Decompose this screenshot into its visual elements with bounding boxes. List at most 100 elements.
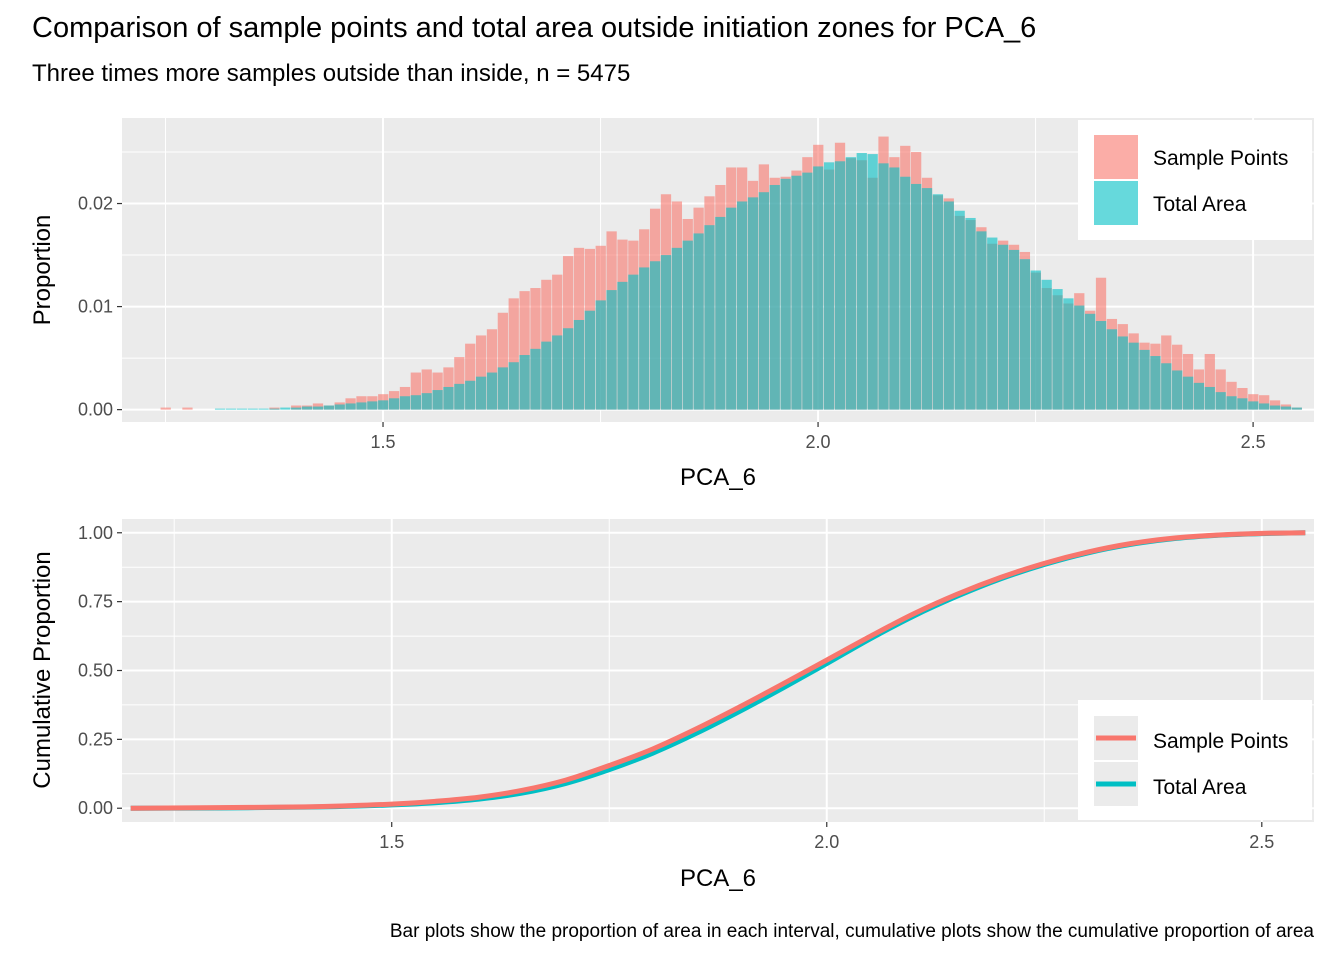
bar-total-area [247, 408, 258, 410]
bar-total-area [1139, 349, 1150, 410]
bar-sample-points [486, 329, 498, 410]
bar-total-area [1095, 321, 1107, 410]
bar-total-area [1106, 329, 1118, 410]
bar-total-area [410, 395, 421, 410]
bar-total-area [399, 396, 411, 410]
bar-total-area [258, 408, 269, 410]
bar-total-area [584, 310, 596, 410]
bar-total-area [758, 192, 770, 410]
cumulative-lines [130, 530, 1306, 811]
bar-total-area [1074, 305, 1085, 410]
bar-total-area [541, 341, 552, 410]
x-tick-label: 2.0 [814, 832, 839, 852]
bar-total-area [1215, 392, 1226, 410]
bar-total-area [497, 367, 508, 410]
legend-swatch-sample-points [1094, 135, 1138, 179]
histogram-legend: Sample Points Total Area [1078, 120, 1312, 240]
bar-sample-points [508, 298, 519, 410]
bar-sample-points [454, 357, 465, 410]
bar-total-area [291, 407, 302, 410]
bar-total-area [1280, 406, 1292, 410]
bar-total-area [1291, 407, 1302, 410]
bar-total-area [617, 281, 628, 410]
bar-total-area [791, 175, 802, 410]
histogram-x-axis-title: PCA_6 [680, 464, 756, 491]
bar-total-area [1085, 313, 1096, 410]
cumulative-x-axis-title: PCA_6 [680, 865, 756, 892]
bar-total-area [1041, 279, 1052, 410]
y-tick-label: 0.02 [78, 194, 113, 214]
bar-total-area [628, 274, 639, 410]
bar-total-area [780, 178, 791, 410]
x-tick-label: 1.5 [371, 432, 396, 452]
bar-total-area [356, 402, 367, 410]
bar-total-area [475, 376, 487, 410]
bar-total-area [301, 406, 313, 410]
bar-total-area [595, 300, 606, 410]
bar-total-area [1063, 298, 1074, 410]
bar-total-area [1161, 363, 1172, 410]
bar-total-area [813, 166, 824, 410]
bar-total-area [1193, 382, 1205, 410]
bar-total-area [715, 216, 726, 410]
bar-total-area [1248, 401, 1259, 410]
bar-total-area [225, 408, 237, 410]
bar-sample-points [410, 372, 421, 410]
bar-total-area [388, 398, 400, 410]
bar-total-area [312, 406, 324, 410]
bar-total-area [921, 188, 933, 410]
bar-total-area [889, 167, 900, 410]
bar-total-area [1019, 259, 1031, 410]
bar-total-area [236, 408, 247, 410]
bar-total-area [214, 408, 226, 410]
bar-total-area [606, 290, 617, 410]
bar-total-area [486, 372, 498, 410]
bar-total-area [1204, 386, 1215, 410]
bar-total-area [1269, 405, 1281, 410]
bar-total-area [454, 383, 465, 410]
legend-swatch-total-area [1094, 181, 1138, 225]
bar-total-area [1117, 336, 1128, 410]
bar-total-area [802, 172, 813, 410]
bar-total-area [639, 267, 650, 410]
bar-total-area [443, 386, 454, 410]
legend-label-total-area-cum: Total Area [1153, 776, 1247, 799]
bar-sample-points [475, 335, 487, 410]
bar-sample-points [1259, 395, 1270, 410]
bar-total-area [911, 183, 922, 410]
y-tick-label: 1.00 [78, 523, 113, 543]
histogram-y-ticks: 0.00 0.01 0.02 [78, 194, 122, 420]
histogram-bars [160, 136, 1302, 410]
bar-total-area [280, 407, 291, 410]
bar-total-area [323, 405, 334, 410]
x-tick-label: 2.5 [1249, 832, 1274, 852]
histogram-y-axis-title: Proportion [29, 215, 56, 326]
histogram-panel: 0.000.010.02 1.5 2.0 2.5 PCA_6 Proportion … [29, 118, 1314, 491]
bar-sample-points [1204, 353, 1215, 410]
bar-total-area [769, 184, 780, 410]
bar-total-area [269, 408, 280, 410]
chart-caption: Bar plots show the proportion of area in… [389, 921, 1314, 942]
y-tick-label: 0.00 [78, 400, 113, 420]
bar-total-area [845, 157, 857, 410]
x-tick-label: 2.0 [806, 432, 831, 452]
legend-label-total-area: Total Area [1153, 193, 1247, 216]
bar-total-area [378, 400, 389, 410]
bar-sample-points [182, 407, 193, 410]
legend-label-sample-points-cum: Sample Points [1153, 730, 1288, 753]
y-tick-label: 0.00 [78, 798, 113, 818]
bar-total-area [345, 403, 356, 410]
bar-total-area [367, 401, 378, 410]
legend-label-sample-points: Sample Points [1153, 147, 1288, 170]
bar-total-area [747, 197, 759, 410]
bar-total-area [943, 201, 954, 410]
bar-total-area [1237, 398, 1248, 410]
bar-total-area [519, 355, 530, 410]
bar-total-area [562, 328, 574, 410]
bar-total-area [1128, 342, 1139, 410]
cumulative-panel: 0.00 0.25 0.50 0.75 1.00 1.5 2.0 2.5 PCA_6 Cum… [29, 519, 1314, 892]
cumulative-y-ticks: 0.00 0.25 0.50 0.75 1.00 [78, 523, 122, 818]
bar-total-area [334, 404, 345, 410]
histogram-x-ticks: 1.5 2.0 2.5 [371, 422, 1266, 452]
